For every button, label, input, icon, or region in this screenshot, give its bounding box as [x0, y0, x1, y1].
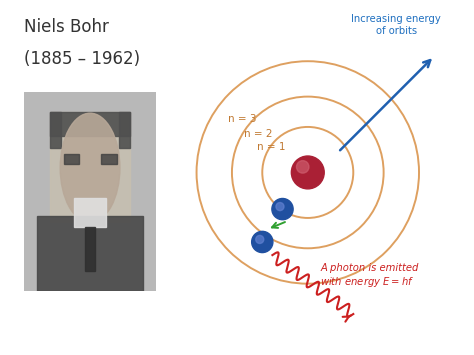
Circle shape — [296, 161, 309, 173]
Bar — [50, 112, 130, 222]
Text: (1885 – 1962): (1885 – 1962) — [24, 50, 140, 68]
Circle shape — [276, 203, 284, 211]
Circle shape — [255, 235, 264, 244]
Ellipse shape — [60, 113, 120, 223]
Bar — [50, 112, 61, 148]
Bar — [100, 154, 117, 164]
Text: n = 1: n = 1 — [257, 142, 285, 152]
Circle shape — [252, 231, 273, 252]
Bar — [37, 215, 143, 291]
Bar — [64, 154, 80, 164]
Text: n = 2: n = 2 — [244, 129, 272, 139]
Bar — [85, 228, 95, 271]
Bar — [50, 112, 130, 136]
Circle shape — [272, 198, 293, 220]
Bar — [74, 198, 106, 228]
Text: n = 3: n = 3 — [228, 114, 256, 124]
Bar — [119, 112, 130, 148]
Text: Increasing energy
of orbits: Increasing energy of orbits — [351, 14, 441, 36]
Text: Niels Bohr: Niels Bohr — [24, 18, 109, 36]
Circle shape — [292, 156, 324, 189]
Text: A photon is emitted
with energy $E = hf$: A photon is emitted with energy $E = hf$ — [320, 263, 419, 289]
